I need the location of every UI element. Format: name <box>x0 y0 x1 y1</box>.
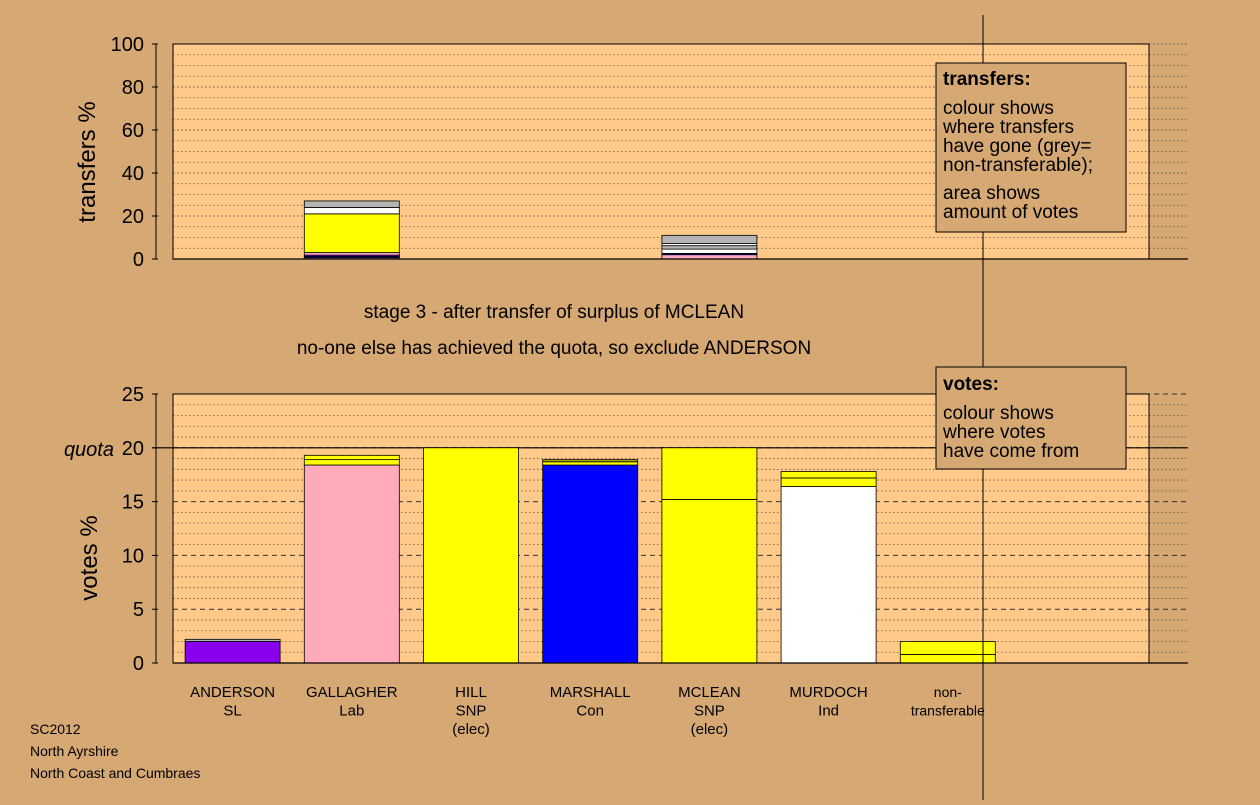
stage-description: stage 3 - after transfer of surplus of M… <box>364 302 744 323</box>
candidate-label: MURDOCH <box>789 684 867 701</box>
candidate-labels: ANDERSONSLGALLAGHERLabHILLSNP(elec)MARSH… <box>190 684 985 738</box>
votes-bar-murdoch <box>780 471 877 664</box>
transfers-legend-line: non-transferable); <box>943 155 1093 176</box>
transfers-ytick-label: 0 <box>133 249 144 271</box>
candidate-label: HILL <box>455 684 487 701</box>
transfers-bar-segment <box>303 213 400 253</box>
candidate-label: (elec) <box>452 721 490 738</box>
transfers-legend-line: where transfers <box>942 117 1074 138</box>
footer-council: North Ayrshire <box>30 743 119 759</box>
transfers-bar-segment <box>303 206 400 215</box>
votes-bar-segment <box>423 447 519 664</box>
stage-decision: no-one else has achieved the quota, so e… <box>297 338 811 359</box>
transfers-legend-box <box>935 62 1127 233</box>
transfers-bar-segment <box>661 245 758 250</box>
candidate-label: Ind <box>818 703 839 720</box>
candidate-label: SL <box>223 703 241 720</box>
candidate-label: GALLAGHER <box>306 684 398 701</box>
transfers-bar-segment <box>661 254 758 260</box>
transfers-ytick-label: 40 <box>122 163 144 185</box>
votes-ytick-label: 10 <box>122 545 144 567</box>
votes-ytick-label: 5 <box>133 599 144 621</box>
votes-ytick-label: 20 <box>122 438 144 460</box>
candidate-label: SNP <box>456 703 487 720</box>
nontransferable-label: non- <box>934 684 962 700</box>
votes-bar-segment <box>303 454 400 461</box>
votes-plot: 0 5 10 15 20 25 <box>122 384 1188 675</box>
footer-ward: North Coast and Cumbraes <box>30 765 200 781</box>
transfers-bar-gallagher <box>303 200 400 260</box>
votes-bar-anderson <box>184 638 281 664</box>
footer-election: SC2012 <box>30 721 81 737</box>
votes-bar-segment <box>542 461 639 466</box>
candidate-label: MCLEAN <box>678 684 741 701</box>
votes-bar-segment <box>780 477 877 487</box>
nontransferable-label: transferable <box>911 703 985 719</box>
votes-axis-title: votes % <box>76 515 103 600</box>
transfers-axis-title: transfers % <box>74 101 101 222</box>
votes-ytick-label: 0 <box>133 653 144 675</box>
candidate-label: ANDERSON <box>190 684 275 701</box>
votes-bar-segment <box>661 447 758 500</box>
transfers-ytick-label: 20 <box>122 206 144 228</box>
votes-ytick-label: 25 <box>122 384 144 406</box>
votes-bar-marshall <box>542 459 639 664</box>
candidate-label: Con <box>576 703 604 720</box>
transfers-bar-segment <box>661 234 758 244</box>
candidate-label: SNP <box>694 703 725 720</box>
votes-bar-segment <box>542 464 639 664</box>
quota-label: quota <box>64 439 114 461</box>
votes-bar-segment <box>542 459 639 463</box>
transfers-legend-line: have gone (grey= <box>943 136 1091 157</box>
votes-bar-segment <box>899 653 996 664</box>
votes-legend-line: have come from <box>943 441 1079 462</box>
votes-legend-title: votes: <box>943 374 999 395</box>
votes-legend: votes: colour shows where votes have com… <box>935 366 1127 470</box>
candidate-label: MARSHALL <box>550 684 631 701</box>
transfers-bar-segment <box>661 248 758 254</box>
votes-bar-segment <box>661 499 758 664</box>
votes-bar-non-transferable <box>899 641 996 664</box>
transfers-bar-segment <box>303 200 400 208</box>
votes-bar-gallagher <box>303 454 400 664</box>
candidate-label: Lab <box>339 703 364 720</box>
votes-bar-segment <box>303 459 400 466</box>
votes-bar-segment <box>780 486 877 664</box>
votes-bar-segment <box>899 641 996 655</box>
votes-legend-box <box>935 366 1127 470</box>
transfers-ytick-label: 100 <box>111 34 144 56</box>
transfers-bar-mclean <box>661 234 758 260</box>
transfers-legend-line: area shows <box>943 183 1040 204</box>
transfers-legend-line: colour shows <box>943 98 1054 119</box>
votes-bar-segment <box>780 471 877 479</box>
votes-legend-line: where votes <box>942 422 1045 443</box>
votes-bar-segment <box>184 641 281 664</box>
votes-bar-segment <box>184 638 281 642</box>
votes-bar-mclean <box>661 447 758 664</box>
votes-bar-hill <box>423 447 519 664</box>
votes-bar-segment <box>303 464 400 664</box>
transfers-legend: transfers: colour shows where transfers … <box>935 62 1127 233</box>
transfers-legend-title: transfers: <box>943 69 1031 90</box>
votes-ytick-label: 15 <box>122 492 144 514</box>
votes-legend-line: colour shows <box>943 403 1054 424</box>
candidate-label: (elec) <box>691 721 729 738</box>
transfers-legend-line: amount of votes <box>943 202 1078 223</box>
transfers-ytick-label: 80 <box>122 77 144 99</box>
transfers-ytick-label: 60 <box>122 120 144 142</box>
